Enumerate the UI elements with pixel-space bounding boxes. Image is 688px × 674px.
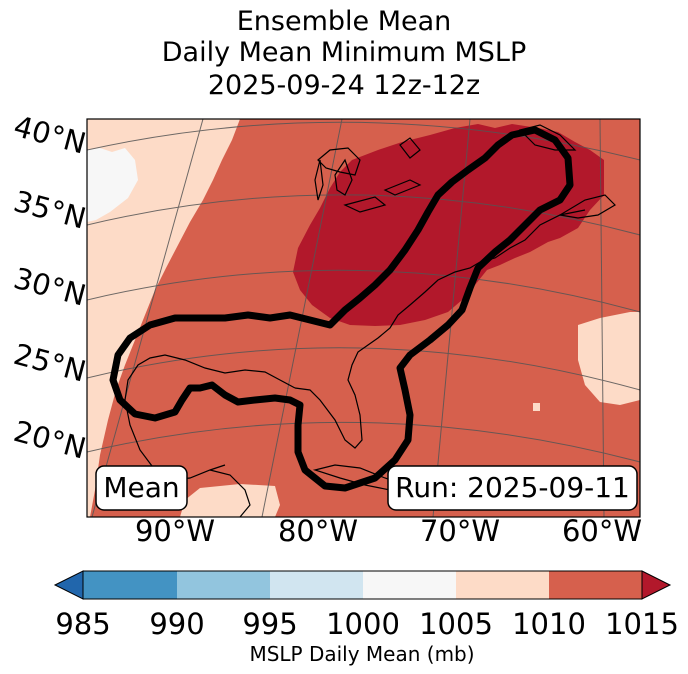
- colorbar-extend-below: [53, 570, 84, 600]
- field-1005-1010-east: [578, 312, 640, 405]
- lon-label-60: 60°W: [562, 514, 642, 548]
- field-1005-1010-west: [87, 119, 240, 517]
- colorbar-995-1000: [270, 571, 363, 599]
- mean-box: [95, 465, 188, 511]
- field-1000-1005-patch: [87, 148, 138, 222]
- field-1005-1010-south: [180, 484, 280, 517]
- colorbar-1010-1015: [549, 571, 642, 599]
- title-line-3: 2025-09-24 12z-12z: [207, 70, 481, 101]
- colorbar-1000-1005: [363, 571, 456, 599]
- lat-label-35: 35°N: [10, 184, 89, 236]
- title-line-2: Daily Mean Minimum MSLP: [161, 37, 527, 68]
- lat-label-30: 30°N: [10, 261, 89, 313]
- mean-box-text: Mean: [103, 471, 179, 504]
- colorbar: [53, 570, 672, 600]
- lat-label-25: 25°N: [10, 337, 89, 389]
- colorbar-tick-985: 985: [55, 607, 110, 641]
- title-line-1: Ensemble Mean: [236, 6, 452, 37]
- colorbar-tick-1005: 1005: [419, 607, 493, 641]
- colorbar-tick-1015: 1015: [605, 607, 679, 641]
- colorbar-tick-995: 995: [242, 607, 297, 641]
- colorbar-extend-above: [641, 570, 672, 600]
- coastlines: [124, 124, 616, 517]
- lon-label-80: 80°W: [278, 514, 358, 548]
- graticule: [87, 119, 640, 517]
- colorbar-tick-1010: 1010: [512, 607, 586, 641]
- colorbar-990-995: [177, 571, 270, 599]
- lat-label-20: 20°N: [10, 414, 89, 466]
- colorbar-1005-1010: [456, 571, 549, 599]
- field-above-1015: [293, 124, 604, 326]
- lon-label-70: 70°W: [420, 514, 500, 548]
- map-frame: [86, 118, 641, 518]
- lon-label-90: 90°W: [135, 514, 215, 548]
- map-panel: [87, 119, 640, 517]
- colorbar-frame: [82, 570, 643, 600]
- run-box: [387, 465, 638, 511]
- lat-label-40: 40°N: [10, 109, 89, 161]
- colorbar-tick-1000: 1000: [326, 607, 400, 641]
- probability-contour: [109, 126, 574, 492]
- colorbar-tick-990: 990: [149, 607, 204, 641]
- colorbar-label: MSLP Daily Mean (mb): [249, 642, 474, 666]
- run-box-text: Run: 2025-09-11: [395, 471, 630, 504]
- field-1005-1010-dot: [533, 403, 540, 411]
- colorbar-985-990: [83, 571, 177, 599]
